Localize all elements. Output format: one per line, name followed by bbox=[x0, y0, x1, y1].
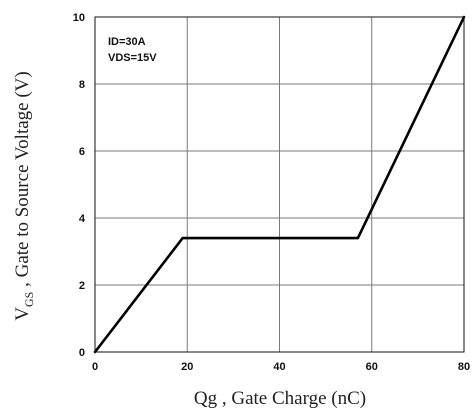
x-tick-label: 0 bbox=[92, 361, 98, 373]
y-axis-label-subscript: GS bbox=[22, 292, 36, 307]
x-tick-label: 60 bbox=[366, 361, 378, 373]
x-tick-label: 40 bbox=[273, 361, 285, 373]
x-tick-label: 20 bbox=[181, 361, 193, 373]
y-axis-label-main: V bbox=[12, 307, 33, 321]
series-lines bbox=[93, 15, 466, 354]
x-tick-labels: 0 20 40 60 80 bbox=[92, 361, 470, 373]
y-tick-label: 4 bbox=[79, 213, 86, 225]
y-axis-label-rest: , Gate to Source Voltage (V) bbox=[12, 71, 33, 291]
x-tick-label: 80 bbox=[458, 361, 470, 373]
y-tick-label: 6 bbox=[79, 146, 85, 158]
y-tick-label: 10 bbox=[73, 12, 85, 24]
plot-frame bbox=[94, 16, 465, 353]
y-tick-labels: 0 2 4 6 8 10 bbox=[73, 12, 86, 359]
series-line bbox=[93, 15, 466, 354]
y-tick-label: 0 bbox=[79, 347, 85, 359]
annotation-id: ID=30A bbox=[108, 36, 146, 48]
x-axis-label: Qg , Gate Charge (nC) bbox=[194, 388, 366, 409]
annotation-vds: VDS=15V bbox=[108, 52, 157, 64]
y-tick-label: 8 bbox=[79, 79, 85, 91]
grid-lines bbox=[95, 17, 464, 352]
y-tick-label: 2 bbox=[79, 280, 85, 292]
y-axis-label: VGS , Gate to Source Voltage (V) bbox=[12, 71, 36, 320]
